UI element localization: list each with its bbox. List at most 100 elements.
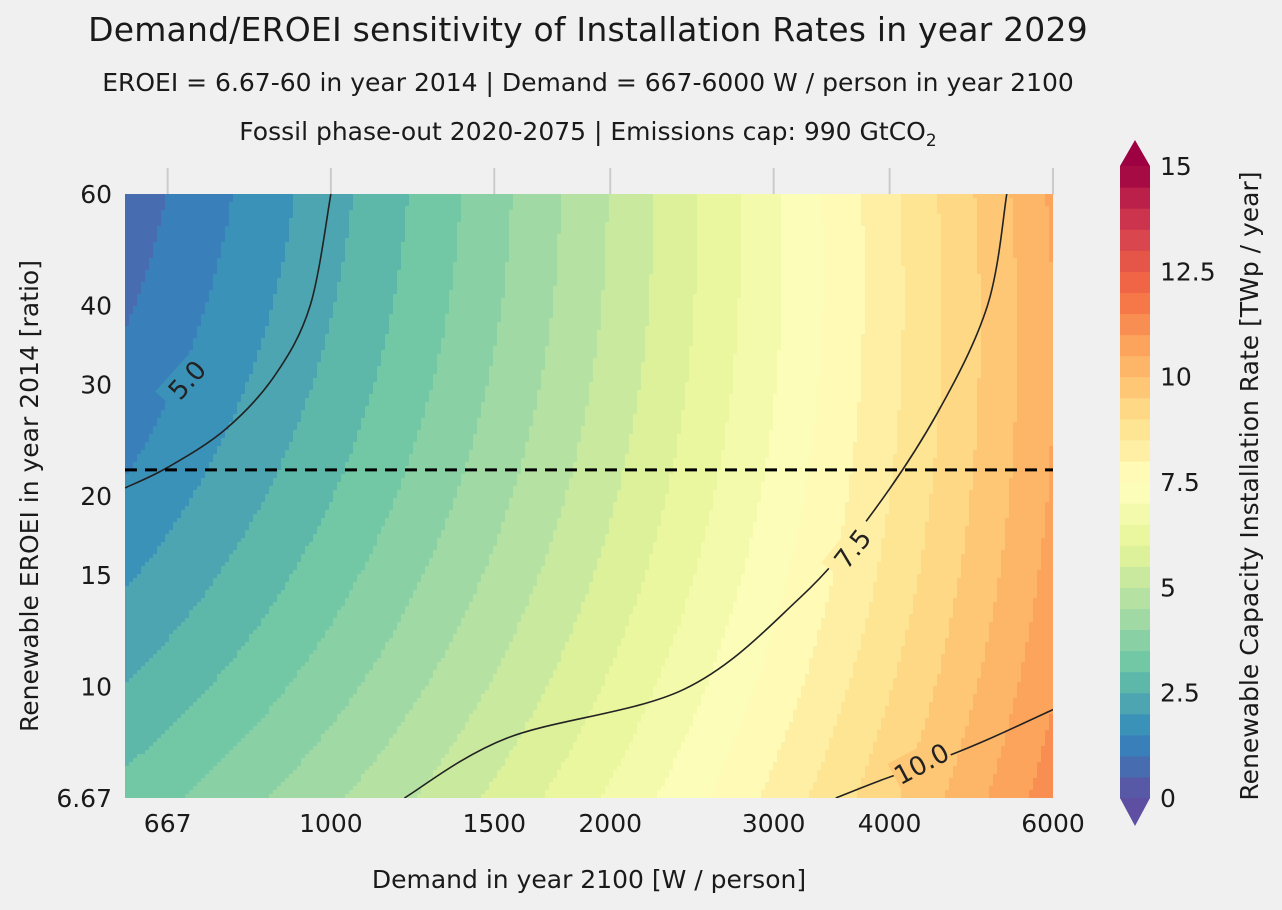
field-cell <box>569 218 574 223</box>
field-cell <box>685 206 690 211</box>
field-cell <box>321 218 326 223</box>
field-cell <box>329 246 334 251</box>
field-cell <box>393 242 398 247</box>
field-cell <box>805 238 810 243</box>
field-cell <box>141 246 146 251</box>
field-cell <box>973 254 978 259</box>
field-cell <box>197 246 202 251</box>
field-cell <box>617 238 622 243</box>
field-cell <box>193 230 198 235</box>
field-cell <box>693 230 698 235</box>
field-cell <box>265 274 270 279</box>
field-cell <box>557 206 562 211</box>
field-cell <box>897 206 902 211</box>
field-cell <box>1017 270 1022 275</box>
field-cell <box>497 214 502 219</box>
field-cell <box>653 222 658 227</box>
field-cell <box>297 258 302 263</box>
field-cell <box>173 242 178 247</box>
field-cell <box>845 262 850 267</box>
field-cell <box>437 238 442 243</box>
field-cell <box>845 210 850 215</box>
field-cell <box>801 226 806 231</box>
field-cell <box>305 214 310 219</box>
field-cell <box>681 214 686 219</box>
field-cell <box>677 222 682 227</box>
field-cell <box>529 194 534 199</box>
field-cell <box>165 254 170 259</box>
field-cell <box>845 230 850 235</box>
field-cell <box>261 206 266 211</box>
field-cell <box>421 242 426 247</box>
field-cell <box>897 262 902 267</box>
field-cell <box>425 194 430 199</box>
field-cell <box>621 246 626 251</box>
field-cell <box>253 226 258 231</box>
field-cell <box>513 226 518 231</box>
field-cell <box>385 234 390 239</box>
field-cell <box>821 206 826 211</box>
field-cell <box>609 226 614 231</box>
field-cell <box>673 234 678 239</box>
field-cell <box>517 226 522 231</box>
field-cell <box>485 214 490 219</box>
field-cell <box>177 214 182 219</box>
field-cell <box>997 222 1002 227</box>
field-cell <box>253 266 258 271</box>
field-cell <box>369 262 374 267</box>
field-cell <box>649 230 654 235</box>
field-cell <box>669 246 674 251</box>
field-cell <box>193 210 198 215</box>
field-cell <box>745 270 750 275</box>
field-cell <box>289 254 294 259</box>
field-cell <box>317 246 322 251</box>
field-cell <box>865 218 870 223</box>
field-cell <box>949 206 954 211</box>
field-cell <box>413 246 418 251</box>
field-cell <box>449 242 454 247</box>
field-cell <box>781 218 786 223</box>
field-cell <box>177 278 182 283</box>
field-cell <box>853 214 858 219</box>
field-cell <box>577 238 582 243</box>
field-cell <box>885 226 890 231</box>
field-cell <box>777 214 782 219</box>
field-cell <box>825 194 830 199</box>
field-cell <box>661 242 666 247</box>
field-cell <box>521 202 526 207</box>
field-cell <box>709 258 714 263</box>
field-cell <box>429 218 434 223</box>
field-cell <box>357 238 362 243</box>
field-cell <box>789 242 794 247</box>
field-cell <box>481 242 486 247</box>
field-cell <box>1009 230 1014 235</box>
field-cell <box>761 270 766 275</box>
field-cell <box>1005 230 1010 235</box>
field-cell <box>537 278 542 283</box>
field-cell <box>417 202 422 207</box>
field-cell <box>493 238 498 243</box>
field-cell <box>193 202 198 207</box>
field-cell <box>889 194 894 199</box>
field-cell <box>617 198 622 203</box>
field-cell <box>181 210 186 215</box>
field-cell <box>289 278 294 283</box>
field-cell <box>761 218 766 223</box>
field-cell <box>297 278 302 283</box>
field-cell <box>913 210 918 215</box>
field-cell <box>965 274 970 279</box>
field-cell <box>417 262 422 267</box>
field-cell <box>293 202 298 207</box>
field-cell <box>389 234 394 239</box>
field-cell <box>989 234 994 239</box>
field-cell <box>369 202 374 207</box>
field-cell <box>449 234 454 239</box>
field-cell <box>585 242 590 247</box>
field-cell <box>525 226 530 231</box>
field-cell <box>573 206 578 211</box>
field-cell <box>721 206 726 211</box>
field-cell <box>821 198 826 203</box>
field-cell <box>145 226 150 231</box>
field-cell <box>341 238 346 243</box>
field-cell <box>609 246 614 251</box>
